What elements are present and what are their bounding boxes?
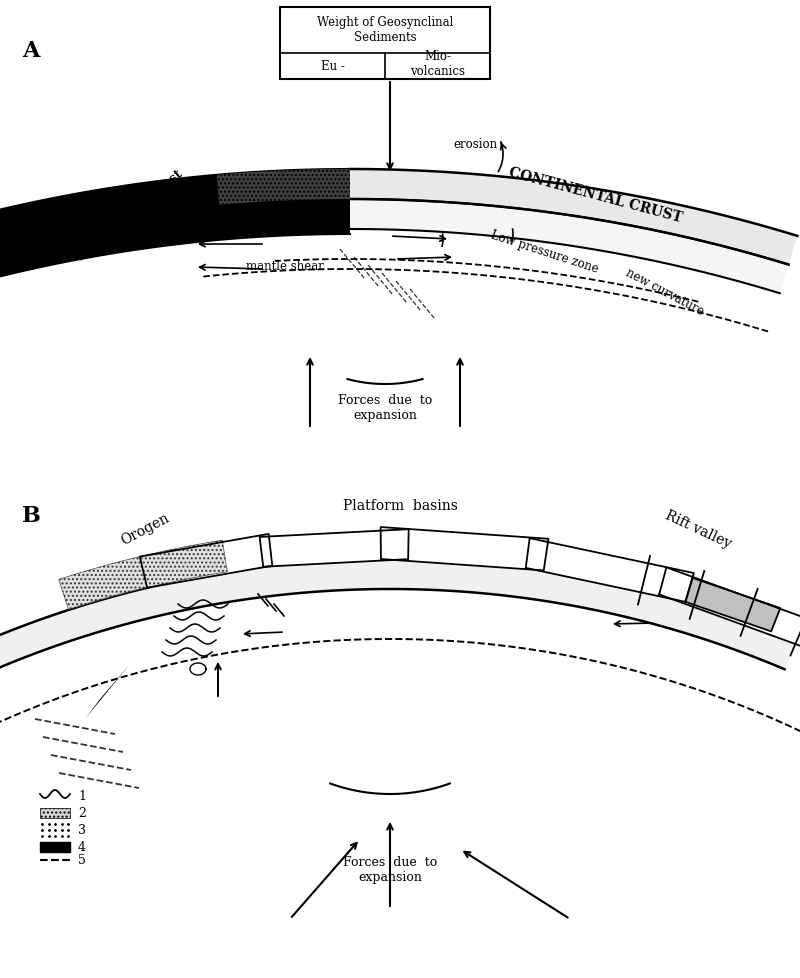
- Polygon shape: [526, 539, 694, 602]
- Polygon shape: [0, 559, 796, 684]
- Polygon shape: [381, 527, 549, 571]
- Bar: [280, 8, 490, 80]
- Text: Orogen: Orogen: [118, 511, 171, 548]
- Text: 1: 1: [78, 789, 86, 803]
- Text: 2: 2: [78, 807, 86, 820]
- Polygon shape: [259, 530, 409, 567]
- Text: Forces  due  to
expansion: Forces due to expansion: [338, 393, 432, 422]
- Text: Mio-
volcanics: Mio- volcanics: [410, 50, 465, 78]
- Text: Forces  due  to
expansion: Forces due to expansion: [343, 855, 437, 883]
- Polygon shape: [271, 200, 789, 294]
- Bar: [40, 808, 70, 819]
- Polygon shape: [217, 170, 350, 205]
- Text: Rift valley: Rift valley: [662, 508, 734, 551]
- Text: erosion: erosion: [453, 138, 497, 151]
- Text: A: A: [22, 40, 39, 62]
- Polygon shape: [659, 568, 800, 657]
- Polygon shape: [58, 541, 227, 610]
- Text: B: B: [22, 505, 41, 526]
- Text: Eu -: Eu -: [321, 60, 345, 72]
- Text: Low pressure zone: Low pressure zone: [490, 228, 601, 275]
- Text: Platform  basins: Platform basins: [342, 499, 458, 512]
- Text: CONTINENTAL CRUST: CONTINENTAL CRUST: [506, 165, 683, 225]
- Bar: [40, 842, 70, 852]
- Polygon shape: [55, 664, 130, 759]
- Polygon shape: [140, 534, 272, 588]
- Text: New Oceanic Crust: New Oceanic Crust: [74, 167, 186, 263]
- Text: 3: 3: [78, 823, 86, 836]
- Polygon shape: [0, 170, 350, 298]
- Text: new curvature: new curvature: [624, 266, 706, 318]
- Text: Weight of Geosynclinal
Sediments: Weight of Geosynclinal Sediments: [317, 16, 453, 44]
- Text: mantle shear: mantle shear: [246, 260, 324, 273]
- Polygon shape: [686, 578, 780, 632]
- Text: 4: 4: [78, 841, 86, 854]
- Polygon shape: [350, 170, 798, 265]
- Text: 5: 5: [78, 854, 86, 867]
